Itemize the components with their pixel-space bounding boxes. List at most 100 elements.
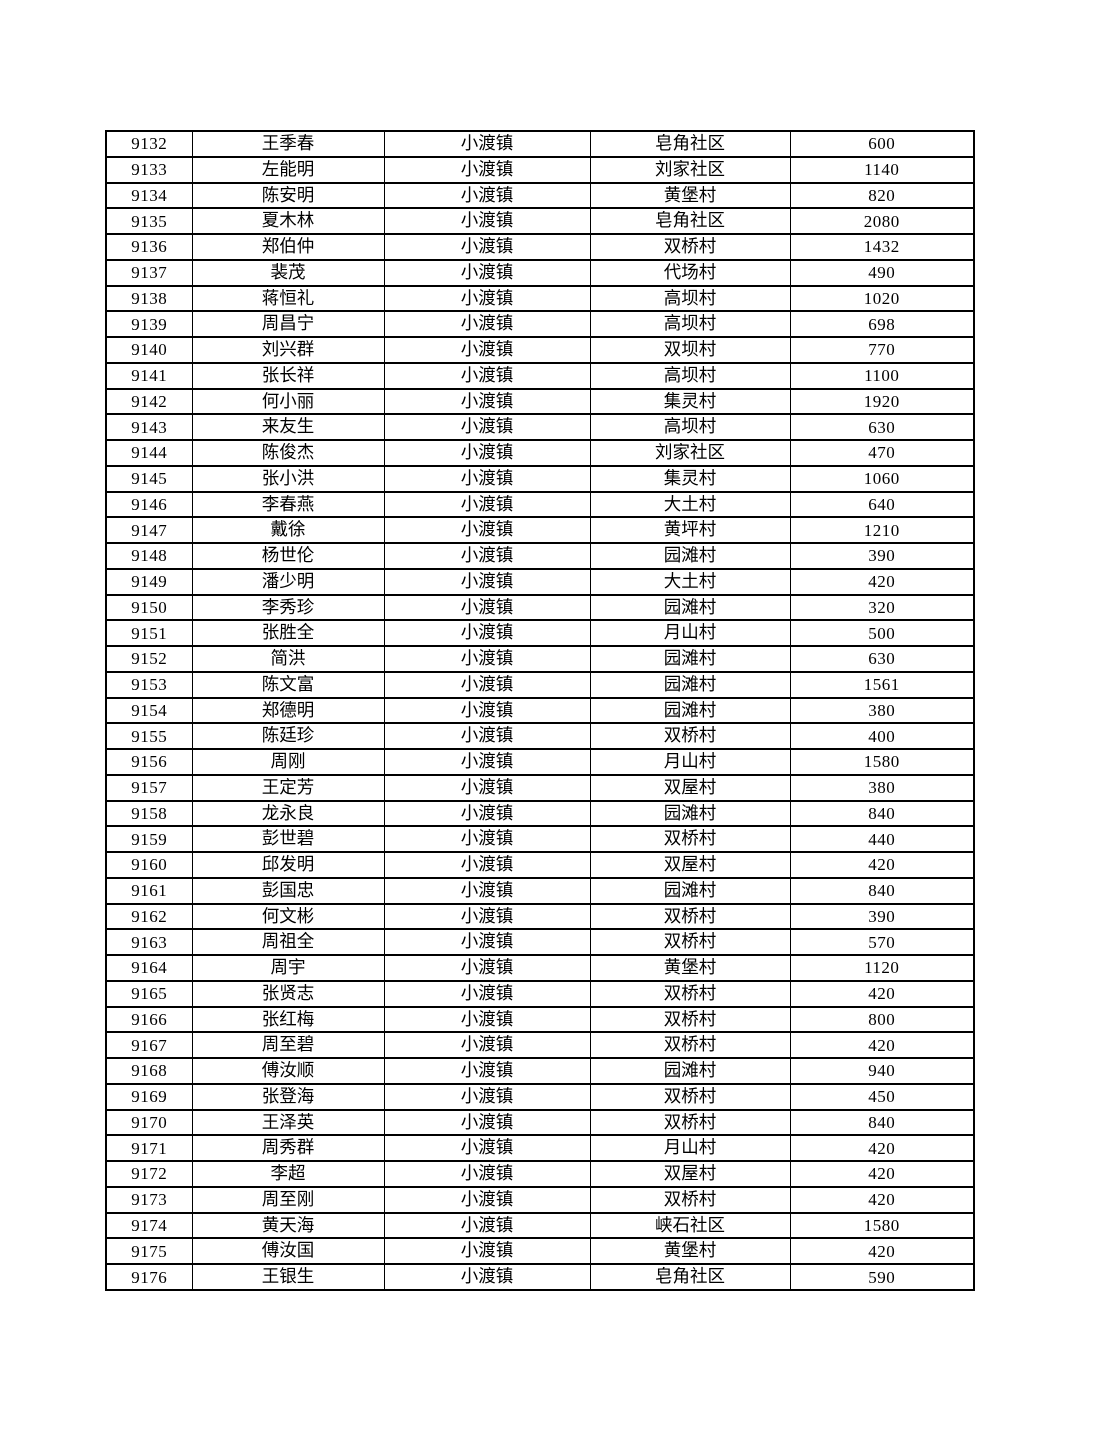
table-row: 9140 刘兴群 小渡镇 双坝村 770 [105,336,975,364]
cell-amount: 1920 [789,387,975,416]
table-row: 9153 陈文富 小渡镇 园滩村 1561 [105,670,975,699]
table-row: 9159 彭世碧 小渡镇 双桥村 440 [105,825,975,853]
cell-amount: 1140 [789,155,975,184]
cell-id: 9142 [105,387,193,416]
cell-town: 小渡镇 [383,284,591,313]
cell-town: 小渡镇 [383,851,591,879]
cell-amount: 420 [789,1031,975,1059]
cell-amount: 1210 [789,516,975,544]
table-row: 9168 傅汝顺 小渡镇 园滩村 940 [105,1057,975,1085]
cell-name: 张贤志 [191,979,385,1008]
cell-name: 傅汝国 [191,1237,385,1265]
cell-name: 周至刚 [191,1185,385,1214]
cell-village: 大土村 [589,490,791,519]
cell-amount: 470 [789,439,975,467]
table-row: 9135 夏木林 小渡镇 皂角社区 2080 [105,207,975,235]
cell-village: 高坝村 [589,284,791,313]
cell-name: 李秀珍 [191,593,385,622]
cell-amount: 590 [789,1263,975,1291]
cell-id: 9145 [105,464,193,493]
cell-id: 9154 [105,696,193,725]
cell-amount: 570 [789,928,975,956]
cell-town: 小渡镇 [383,928,591,956]
table-row: 9150 李秀珍 小渡镇 园滩村 320 [105,593,975,622]
cell-amount: 1561 [789,670,975,699]
table-row: 9136 郑伯仲 小渡镇 双桥村 1432 [105,233,975,261]
cell-id: 9143 [105,413,193,441]
cell-town: 小渡镇 [383,876,591,905]
cell-id: 9171 [105,1134,193,1162]
cell-name: 陈文富 [191,670,385,699]
cell-town: 小渡镇 [383,979,591,1008]
cell-town: 小渡镇 [383,181,591,210]
cell-town: 小渡镇 [383,413,591,441]
table-row: 9138 蒋恒礼 小渡镇 高坝村 1020 [105,284,975,313]
cell-village: 双桥村 [589,1031,791,1059]
cell-village: 黄堡村 [589,1237,791,1265]
cell-town: 小渡镇 [383,902,591,931]
cell-town: 小渡镇 [383,799,591,828]
cell-village: 月山村 [589,1134,791,1162]
cell-name: 蒋恒礼 [191,284,385,313]
cell-village: 双屋村 [589,1160,791,1188]
cell-name: 王季春 [191,130,385,158]
cell-amount: 420 [789,1237,975,1265]
table-row: 9164 周宇 小渡镇 黄堡村 1120 [105,954,975,982]
cell-amount: 420 [789,567,975,596]
table-row: 9158 龙永良 小渡镇 园滩村 840 [105,799,975,828]
cell-village: 双桥村 [589,722,791,750]
cell-village: 园滩村 [589,670,791,699]
cell-name: 刘兴群 [191,336,385,364]
cell-village: 双桥村 [589,825,791,853]
cell-id: 9147 [105,516,193,544]
cell-id: 9165 [105,979,193,1008]
table-row: 9170 王泽英 小渡镇 双桥村 840 [105,1108,975,1137]
table-row: 9137 裴茂 小渡镇 代场村 490 [105,258,975,287]
cell-id: 9133 [105,155,193,184]
cell-village: 园滩村 [589,1057,791,1085]
cell-village: 高坝村 [589,310,791,338]
cell-village: 集灵村 [589,387,791,416]
cell-village: 双屋村 [589,773,791,802]
cell-name: 王定芳 [191,773,385,802]
cell-amount: 420 [789,851,975,879]
table-row: 9163 周祖全 小渡镇 双桥村 570 [105,928,975,956]
cell-village: 黄堡村 [589,954,791,982]
cell-name: 戴徐 [191,516,385,544]
cell-village: 高坝村 [589,413,791,441]
cell-amount: 698 [789,310,975,338]
cell-amount: 320 [789,593,975,622]
cell-amount: 1120 [789,954,975,982]
cell-id: 9135 [105,207,193,235]
cell-name: 周祖全 [191,928,385,956]
cell-town: 小渡镇 [383,542,591,570]
cell-village: 月山村 [589,748,791,776]
cell-name: 左能明 [191,155,385,184]
cell-id: 9168 [105,1057,193,1085]
table-row: 9151 张胜全 小渡镇 月山村 500 [105,619,975,647]
cell-amount: 390 [789,542,975,570]
cell-town: 小渡镇 [383,645,591,673]
table-row: 9160 邱发明 小渡镇 双屋村 420 [105,851,975,879]
table-row: 9145 张小洪 小渡镇 集灵村 1060 [105,464,975,493]
cell-name: 张胜全 [191,619,385,647]
cell-id: 9137 [105,258,193,287]
cell-village: 月山村 [589,619,791,647]
cell-village: 园滩村 [589,593,791,622]
cell-town: 小渡镇 [383,155,591,184]
cell-town: 小渡镇 [383,439,591,467]
cell-town: 小渡镇 [383,696,591,725]
cell-amount: 420 [789,979,975,1008]
cell-id: 9172 [105,1160,193,1188]
cell-town: 小渡镇 [383,336,591,364]
table-row: 9165 张贤志 小渡镇 双桥村 420 [105,979,975,1008]
table-row: 9173 周至刚 小渡镇 双桥村 420 [105,1185,975,1214]
table-row: 9142 何小丽 小渡镇 集灵村 1920 [105,387,975,416]
cell-name: 张红梅 [191,1005,385,1034]
cell-amount: 1580 [789,1211,975,1240]
table-row: 9152 简洪 小渡镇 园滩村 630 [105,645,975,673]
cell-name: 何文彬 [191,902,385,931]
cell-name: 夏木林 [191,207,385,235]
cell-village: 皂角社区 [589,207,791,235]
cell-id: 9169 [105,1082,193,1111]
